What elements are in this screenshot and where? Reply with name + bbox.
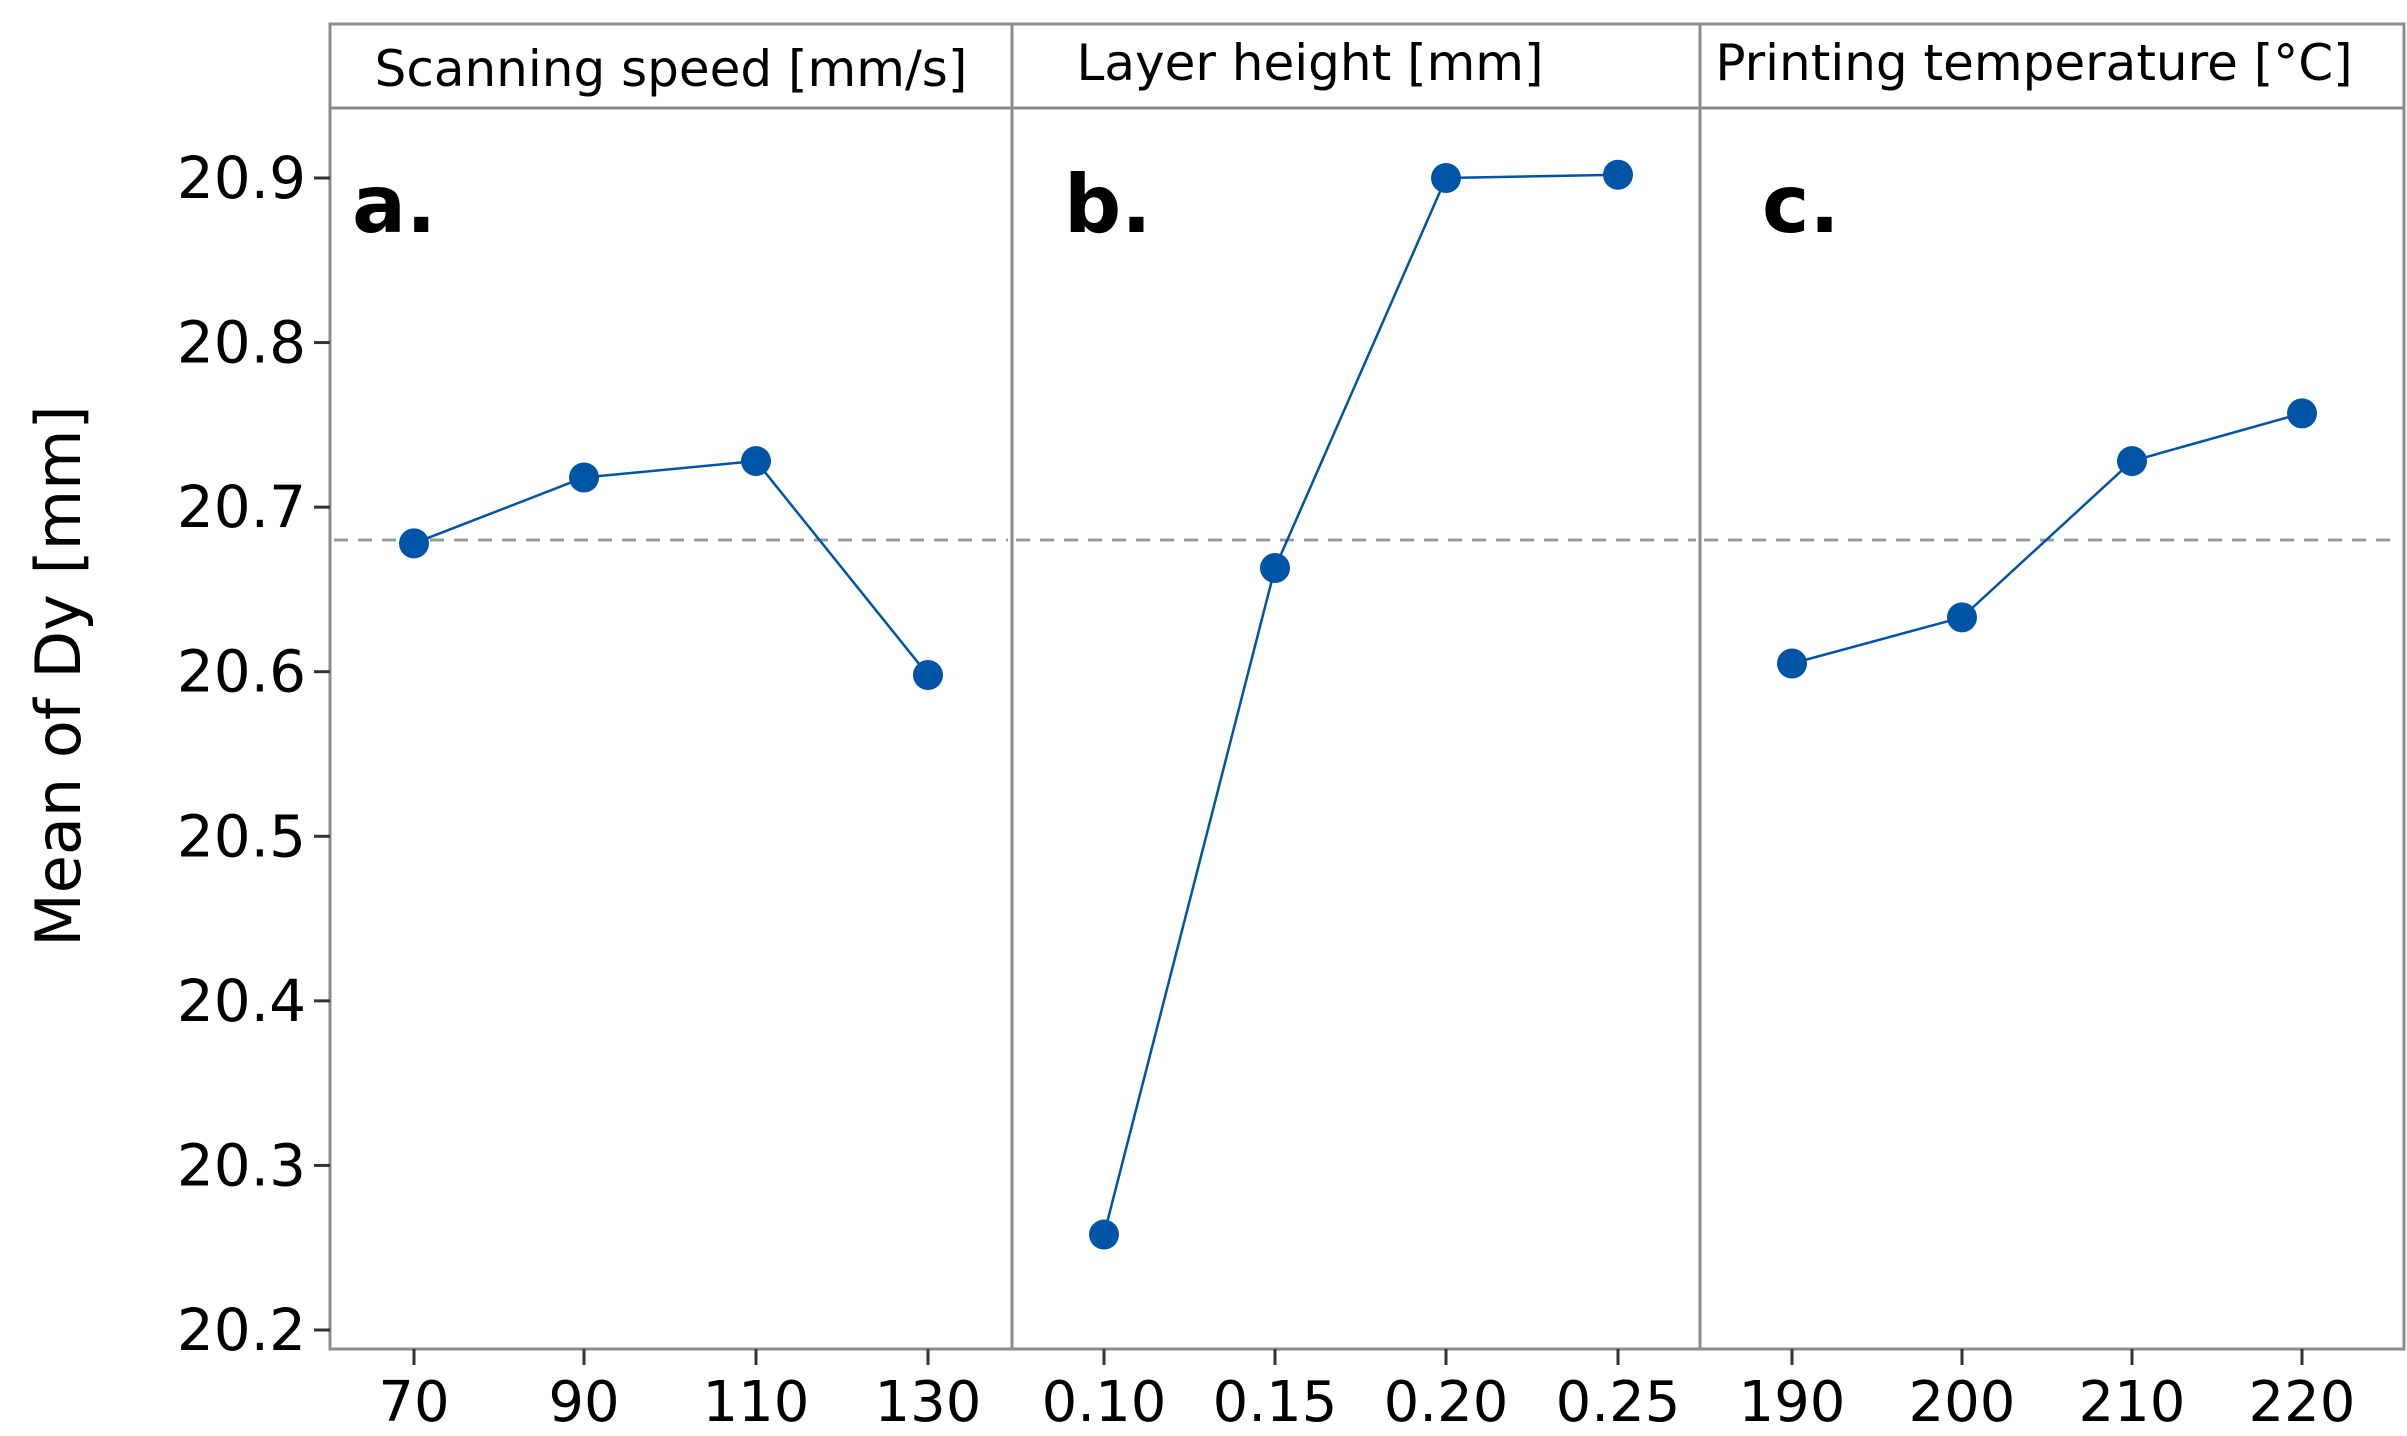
x-tick-label: 220 [2249, 1370, 2356, 1435]
data-point [399, 528, 429, 559]
series-line [413, 459, 929, 676]
x-tick-label: 0.25 [1556, 1370, 1681, 1435]
y-tick-label: 20.3 [177, 1131, 306, 1199]
data-point [1603, 159, 1633, 190]
series-line [1791, 412, 2303, 665]
x-tick-label: 110 [703, 1370, 810, 1435]
data-point [741, 446, 771, 477]
panel-b-header: Layer height [mm] [1077, 34, 1544, 92]
x-tick-label: 0.10 [1042, 1370, 1167, 1435]
data-point [1947, 602, 1977, 633]
x-tick-label: 210 [2079, 1370, 2186, 1435]
panel-c-header: Printing temperature [°C] [1715, 34, 2352, 92]
x-tick-label: 0.15 [1213, 1370, 1338, 1435]
y-tick-label: 20.6 [177, 638, 306, 706]
series-line [1102, 173, 1619, 1235]
panel-a-letter: a. [352, 158, 436, 251]
y-tick-label: 20.7 [177, 473, 306, 541]
panel-b-letter: b. [1064, 158, 1152, 251]
data-point [1777, 648, 1807, 679]
data-point [569, 462, 599, 493]
y-axis-label: Mean of Dy [mm] [22, 405, 95, 946]
data-point [913, 660, 943, 691]
y-tick-label: 20.9 [177, 144, 306, 212]
x-tick-label: 200 [1909, 1370, 2016, 1435]
y-tick-label: 20.4 [177, 967, 306, 1035]
data-point [1260, 553, 1290, 584]
x-axis-ticks: 70 90 110 130 0.10 0.15 0.20 0.25 190 200 210 220 [378, 1349, 2355, 1435]
x-tick-label: 70 [378, 1370, 449, 1435]
y-tick-label: 20.2 [177, 1296, 306, 1364]
data-point [1089, 1219, 1119, 1250]
x-tick-label: 130 [875, 1370, 982, 1435]
x-tick-label: 190 [1739, 1370, 1846, 1435]
plot-frame [328, 22, 2406, 1351]
y-tick-label: 20.5 [177, 802, 306, 870]
data-point [2287, 398, 2317, 429]
panel-c-letter: c. [1762, 158, 1840, 251]
y-tick-label: 20.8 [177, 309, 306, 377]
data-point [1431, 163, 1461, 193]
y-axis-ticks: 20.2 20.3 20.4 20.5 20.6 20.7 20.8 20.9 [177, 144, 330, 1364]
x-tick-label: 0.20 [1384, 1370, 1509, 1435]
series-layer [399, 159, 2317, 1250]
panel-a-header: Scanning speed [mm/s] [375, 40, 968, 98]
x-tick-label: 90 [548, 1370, 619, 1435]
data-point [2117, 446, 2147, 477]
